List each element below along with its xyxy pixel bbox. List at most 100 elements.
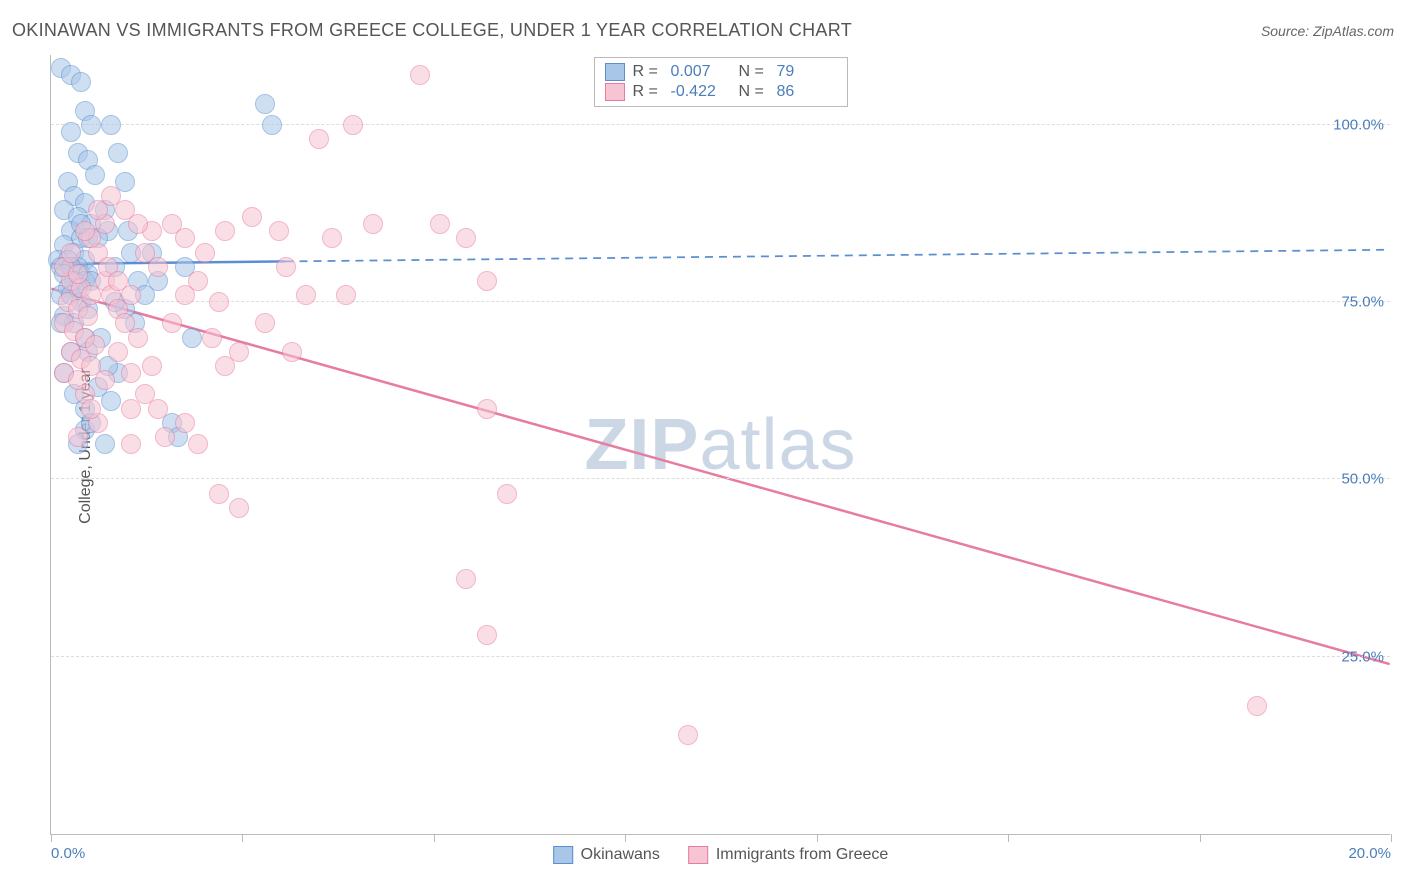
data-point [209, 484, 229, 504]
data-point [155, 427, 175, 447]
data-point [81, 115, 101, 135]
x-tick [1391, 834, 1392, 842]
data-point [477, 625, 497, 645]
data-point [121, 363, 141, 383]
data-point [108, 143, 128, 163]
data-point [75, 221, 95, 241]
legend-swatch-2 [688, 846, 708, 864]
trend-line-solid [51, 289, 1389, 664]
data-point [269, 221, 289, 241]
x-tick [51, 834, 52, 842]
data-point [309, 129, 329, 149]
data-point [678, 725, 698, 745]
data-point [162, 313, 182, 333]
n-label-1: N = [739, 63, 769, 81]
x-tick-label: 20.0% [1348, 845, 1391, 862]
gridline-h [51, 656, 1390, 657]
chart-title: OKINAWAN VS IMMIGRANTS FROM GREECE COLLE… [12, 20, 852, 41]
data-point [121, 285, 141, 305]
data-point [81, 399, 101, 419]
data-point [209, 292, 229, 312]
data-point [262, 115, 282, 135]
correlation-row-1: R = 0.007 N = 79 [605, 62, 837, 82]
source-prefix: Source: [1261, 23, 1313, 39]
data-point [343, 115, 363, 135]
x-tick [242, 834, 243, 842]
data-point [142, 356, 162, 376]
data-point [128, 328, 148, 348]
x-tick-label: 0.0% [51, 845, 85, 862]
data-point [121, 434, 141, 454]
data-point [255, 313, 275, 333]
data-point [1247, 696, 1267, 716]
x-tick [817, 834, 818, 842]
r-label-2: R = [633, 83, 663, 101]
x-tick [434, 834, 435, 842]
data-point [242, 207, 262, 227]
plot-area: ZIPatlas R = 0.007 N = 79 R = -0.422 N =… [50, 55, 1390, 835]
swatch-series-1 [605, 63, 625, 81]
legend-label-2: Immigrants from Greece [716, 846, 888, 864]
x-tick [625, 834, 626, 842]
data-point [410, 65, 430, 85]
data-point [477, 271, 497, 291]
data-point [148, 399, 168, 419]
data-point [121, 399, 141, 419]
gridline-h [51, 124, 1390, 125]
gridline-h [51, 478, 1390, 479]
trend-line-dashed [286, 250, 1390, 262]
title-row: OKINAWAN VS IMMIGRANTS FROM GREECE COLLE… [12, 20, 1394, 41]
legend-item-1: Okinawans [553, 846, 660, 864]
data-point [229, 342, 249, 362]
data-point [363, 214, 383, 234]
source-name: ZipAtlas.com [1313, 23, 1394, 39]
y-tick-label: 25.0% [1341, 648, 1384, 665]
data-point [229, 498, 249, 518]
legend-swatch-1 [553, 846, 573, 864]
data-point [188, 434, 208, 454]
correlation-legend: R = 0.007 N = 79 R = -0.422 N = 86 [594, 57, 848, 107]
data-point [202, 328, 222, 348]
y-tick-label: 50.0% [1341, 471, 1384, 488]
data-point [175, 228, 195, 248]
data-point [148, 257, 168, 277]
data-point [456, 228, 476, 248]
data-point [108, 342, 128, 362]
source-credit: Source: ZipAtlas.com [1261, 23, 1394, 39]
swatch-series-2 [605, 83, 625, 101]
data-point [215, 221, 235, 241]
trend-lines-svg [51, 55, 1390, 834]
data-point [61, 243, 81, 263]
y-tick-label: 100.0% [1333, 116, 1384, 133]
data-point [95, 370, 115, 390]
data-point [95, 434, 115, 454]
data-point [128, 214, 148, 234]
data-point [182, 328, 202, 348]
data-point [68, 264, 88, 284]
data-point [85, 165, 105, 185]
y-tick-label: 75.0% [1341, 294, 1384, 311]
data-point [276, 257, 296, 277]
data-point [101, 115, 121, 135]
data-point [282, 342, 302, 362]
data-point [255, 94, 275, 114]
data-point [296, 285, 316, 305]
data-point [68, 427, 88, 447]
n-value-2: 86 [777, 83, 837, 101]
data-point [336, 285, 356, 305]
r-value-1: 0.007 [671, 63, 731, 81]
n-label-2: N = [739, 83, 769, 101]
data-point [322, 228, 342, 248]
data-point [61, 122, 81, 142]
correlation-row-2: R = -0.422 N = 86 [605, 82, 837, 102]
data-point [175, 285, 195, 305]
series-legend: Okinawans Immigrants from Greece [553, 846, 889, 864]
data-point [497, 484, 517, 504]
data-point [68, 370, 88, 390]
data-point [477, 399, 497, 419]
legend-label-1: Okinawans [581, 846, 660, 864]
x-tick [1008, 834, 1009, 842]
data-point [71, 72, 91, 92]
data-point [195, 243, 215, 263]
r-label-1: R = [633, 63, 663, 81]
